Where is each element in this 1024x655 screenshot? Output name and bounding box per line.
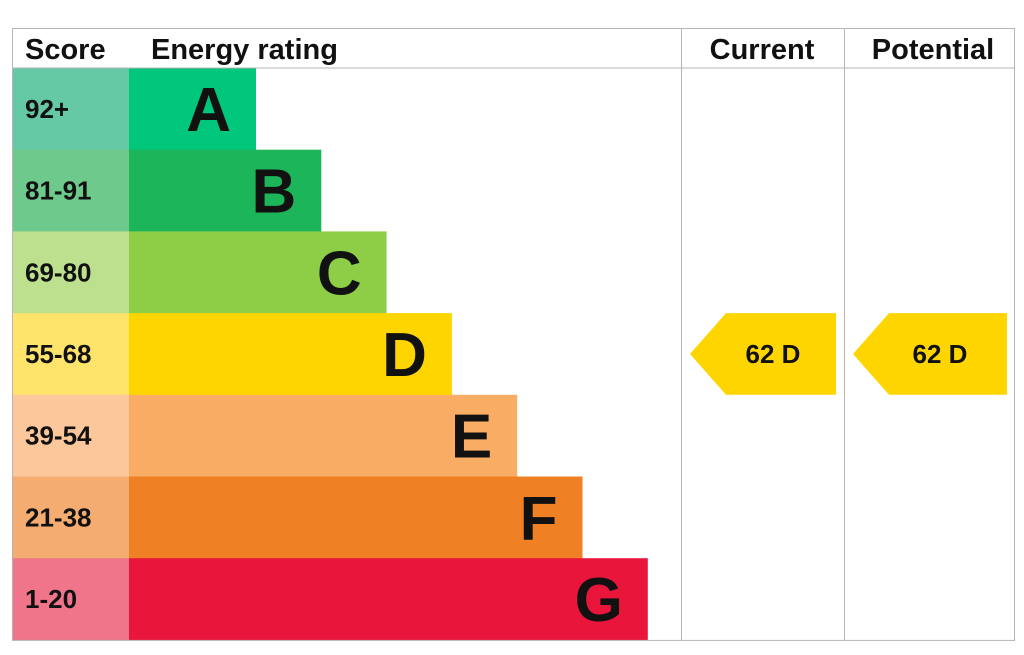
rating-letter-c: C [317,239,362,308]
rating-bar-f [129,476,583,559]
potential-rating-label: 62 D [913,339,968,369]
table-header: Score Energy rating Current Potential [25,34,994,66]
header-energy-rating: Energy rating [151,34,338,66]
rating-bar-d [129,313,452,396]
score-range-f: 21-38 [25,502,92,532]
score-range-e: 39-54 [25,421,92,451]
score-cell-c [12,231,129,314]
rating-bar-e [129,394,518,477]
score-cell-a [12,68,129,151]
score-cell-d [12,313,129,396]
table-border [12,28,1015,641]
potential-arrow [853,313,1007,395]
score-cell-g [12,558,129,641]
rating-letter-g: G [575,566,623,635]
rating-bar-b [129,149,322,232]
score-range-a: 92+ [25,94,69,124]
header-current: Current [710,34,815,66]
rating-letter-d: D [382,321,427,390]
score-range-d: 55-68 [25,339,92,369]
rating-letter-e: E [451,403,492,472]
header-potential: Potential [872,34,994,66]
rating-bar-g [129,558,648,641]
rating-letter-b: B [252,158,297,227]
current-arrow [690,313,836,395]
rating-letter-f: F [520,484,558,553]
rating-bands: 92+ A 81-91 B 69-80 C 55-68 D 39-54 E 21-38 F 1-20 G [12,68,648,641]
rating-indicators: 62 D 62 D [690,313,1007,395]
score-range-b: 81-91 [25,176,92,206]
score-cell-b [12,149,129,232]
current-rating-label: 62 D [746,339,801,369]
score-cell-f [12,476,129,559]
rating-bar-c [129,231,387,314]
score-range-g: 1-20 [25,584,77,614]
score-range-c: 69-80 [25,257,92,287]
table-grid [12,28,1015,641]
rating-letter-a: A [186,76,231,145]
score-cell-e [12,394,129,477]
header-score: Score [25,34,106,66]
rating-bar-a [129,68,256,151]
